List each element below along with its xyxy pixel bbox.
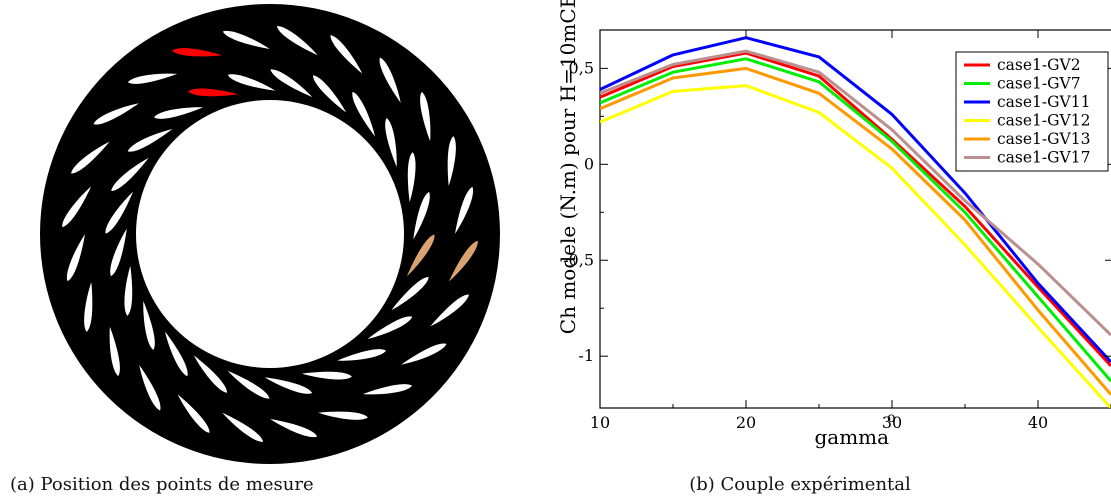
guide-vane-blade	[164, 331, 188, 377]
legend-label: case1-GV13	[997, 130, 1090, 148]
torque-chart: 10 20 30 40 0,5 0 -0,5 -1 Ch modele (N.m) pour …	[556, 0, 1111, 449]
guide-vane-blade	[172, 48, 222, 57]
guide-vane-blade	[391, 276, 429, 311]
guide-vane-blade	[385, 117, 397, 167]
guide-vane-blade	[276, 26, 318, 56]
legend-label: case1-GV2	[997, 56, 1081, 74]
y-tick-label: 0	[584, 154, 594, 173]
y-tick-label: -0,5	[563, 250, 594, 269]
guide-vane-blade	[448, 240, 478, 282]
guide-vane-blade	[455, 186, 474, 234]
guide-vane-blade	[367, 316, 413, 340]
guide-vane-blade	[270, 69, 313, 98]
series-line-case1-GV17	[600, 49, 1111, 337]
guide-vane-blade	[127, 128, 173, 152]
guide-vane-blade	[222, 30, 270, 49]
inner-hub-hole	[136, 100, 404, 368]
x-tick-label: 10	[590, 413, 610, 432]
guide-vane-blade	[84, 282, 93, 332]
guide-vane-blade	[105, 191, 134, 234]
guide-vane-blade	[71, 141, 110, 174]
chart-legend: case1-GV2case1-GV7case1-GV11case1-GV12ca…	[955, 51, 1109, 172]
legend-label: case1-GV12	[997, 112, 1090, 130]
guide-vane-blade	[407, 152, 416, 203]
guide-vane-blade	[222, 412, 264, 442]
series-line-case1-GV13	[600, 66, 1111, 396]
guide-vane-blade	[227, 74, 276, 91]
guide-vane-ring	[40, 4, 500, 464]
guide-vane-blade	[143, 301, 155, 351]
guide-vane-blade	[337, 349, 387, 361]
caption-couple-experimental: (b) Couple expérimental	[689, 474, 911, 495]
guide-vane-blade	[352, 91, 376, 137]
series-line-case1-GV12	[600, 84, 1111, 408]
guide-vane-blade	[193, 355, 228, 393]
guide-vane-blade	[301, 371, 352, 380]
x-axis-label: gammao	[814, 410, 895, 449]
guide-vane-blade	[127, 73, 178, 84]
guide-vane-blade	[227, 370, 270, 399]
x-tick-label: 30	[882, 413, 902, 432]
guide-vane-blade	[318, 411, 368, 420]
legend-label: case1-GV7	[997, 75, 1081, 93]
x-tick-label: 40	[1028, 413, 1048, 432]
guide-vane-blade	[111, 157, 149, 192]
series-line-case1-GV7	[600, 57, 1111, 383]
guide-vane-blade	[379, 57, 401, 103]
x-tick-label: 20	[736, 413, 756, 432]
legend-label: case1-GV17	[997, 149, 1090, 167]
guide-vane-blade	[406, 234, 435, 277]
guide-vane-blade	[362, 384, 413, 395]
y-axis-label: Ch modele (N.m) pour H=10mCE	[556, 0, 580, 334]
y-tick-label: -1	[578, 346, 594, 365]
guide-vane-blade	[124, 265, 133, 316]
caption-position-points: (a) Position des points de mesure	[10, 474, 314, 495]
x-axis-label-text: gamma	[814, 425, 889, 449]
y-tick-label: 0,5	[569, 58, 594, 77]
guide-vane-blade	[177, 394, 210, 433]
guide-vane-blade	[153, 107, 203, 119]
guide-vane-ring-figure	[40, 4, 500, 464]
guide-vane-blade	[430, 294, 469, 327]
series-line-case1-GV2	[600, 51, 1111, 367]
guide-vane-blade	[447, 136, 456, 186]
plot-frame	[599, 29, 1111, 409]
guide-vane-blade	[66, 234, 85, 282]
series-line-case1-GV11	[600, 36, 1111, 363]
x-axis-label-superscript: o	[887, 410, 895, 426]
guide-vane-blade	[188, 88, 239, 97]
guide-vane-blade	[330, 35, 363, 74]
guide-vane-blade	[401, 343, 447, 365]
guide-vane-blade	[264, 377, 313, 394]
guide-vane-blade	[312, 75, 347, 113]
guide-vane-blade	[109, 326, 120, 377]
guide-vane-blade	[420, 91, 431, 142]
guide-vane-blade	[93, 103, 139, 125]
guide-vane-blade	[413, 191, 430, 240]
guide-vane-blade	[110, 228, 127, 277]
guide-vane-blade	[62, 186, 92, 228]
legend-box	[955, 51, 1109, 172]
legend-label: case1-GV11	[997, 93, 1090, 111]
guide-vane-blade	[139, 365, 161, 411]
guide-vane-blade	[270, 419, 318, 438]
